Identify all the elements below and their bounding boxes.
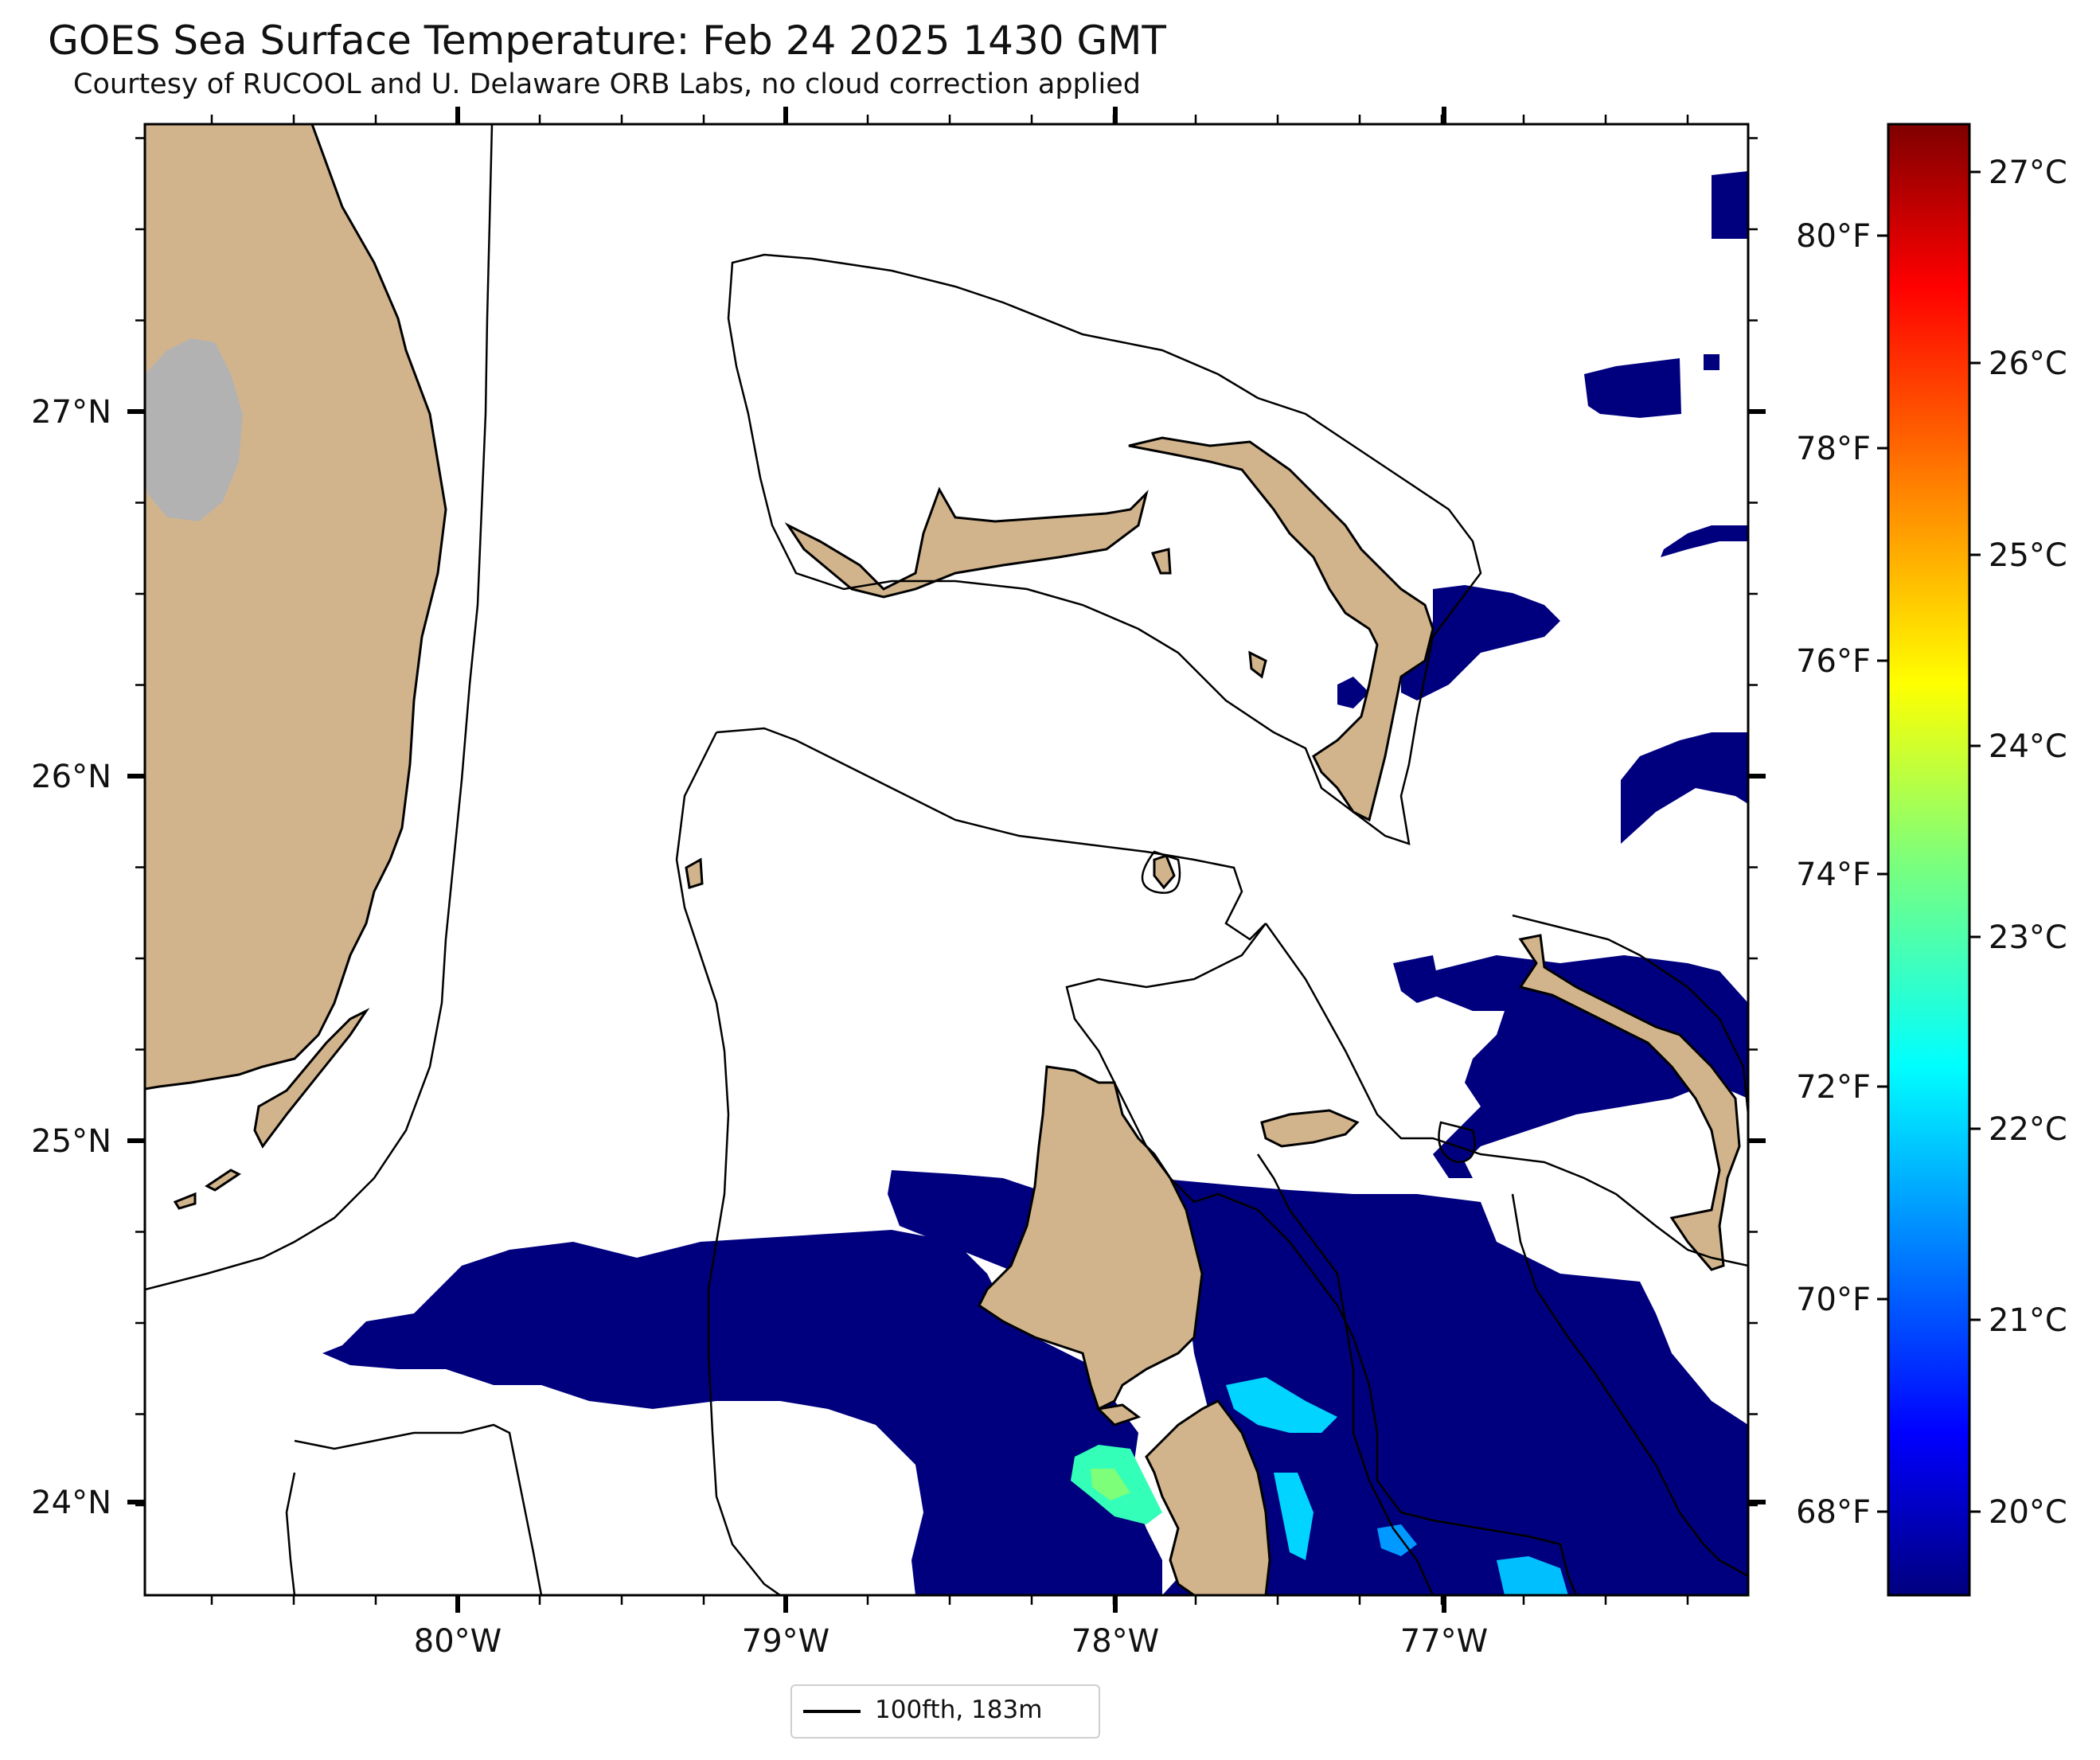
isobath-legend: 100fth, 183m [790,1684,1100,1739]
map-area [145,124,1748,1595]
lon-label-79w: 79°W [742,1623,829,1660]
minor-ticks [135,115,1758,1605]
lon-major-ticks [455,107,1446,1613]
cbar-f-80: 80°F [1796,218,1871,255]
cbar-c-22: 22°C [1989,1111,2067,1148]
colorbar: 80°F 78°F 76°F 74°F 72°F 70°F 68°F 27°C … [1796,123,2067,1597]
cbar-c-27: 27°C [1989,154,2067,191]
abaco-island [1128,436,1434,822]
grand-bahama [784,486,1149,599]
lat-major-ticks [127,409,1766,1504]
cbar-c-25: 25°C [1989,537,2067,574]
lat-label-26n: 26°N [31,759,111,795]
cbar-f-76: 76°F [1796,643,1871,680]
lon-label-78w: 78°W [1071,1623,1159,1660]
lat-label-27n: 27°N [31,394,111,431]
cbar-f-78: 78°F [1796,431,1871,467]
lat-label-24n: 24°N [31,1485,111,1521]
cbar-f-70: 70°F [1796,1282,1871,1318]
eleuthera-island [1518,934,1741,1271]
cbar-c-20: 20°C [1989,1494,2067,1531]
lat-label-25n: 25°N [31,1123,111,1160]
andros-south [1145,1399,1271,1595]
new-providence [1260,1109,1360,1148]
cbar-f-72: 72°F [1796,1069,1871,1106]
lake-okeechobee [145,338,243,521]
map-frame [143,123,1750,1597]
colorbar-gradient [1887,123,1971,1597]
cbar-f-74: 74°F [1796,857,1871,893]
sst-warm-patches [1071,1377,1568,1595]
cbar-f-68: 68°F [1796,1494,1871,1531]
isobath-100fth [145,124,1748,1595]
map-subtitle: Courtesy of RUCOOL and U. Delaware ORB L… [73,68,1141,100]
legend-label: 100fth, 183m [875,1696,1043,1724]
andros-island [978,1065,1204,1411]
cbar-c-26: 26°C [1989,345,2067,382]
map-title: GOES Sea Surface Temperature: Feb 24 202… [48,18,1166,64]
cbar-c-24: 24°C [1989,728,2067,765]
cbar-c-23: 23°C [1989,919,2067,956]
lon-label-80w: 80°W [414,1623,502,1660]
florida-keys [253,1008,370,1149]
cbar-c-21: 21°C [1989,1302,2067,1339]
legend-line-swatch [803,1710,861,1713]
lon-label-77w: 77°W [1400,1623,1488,1660]
